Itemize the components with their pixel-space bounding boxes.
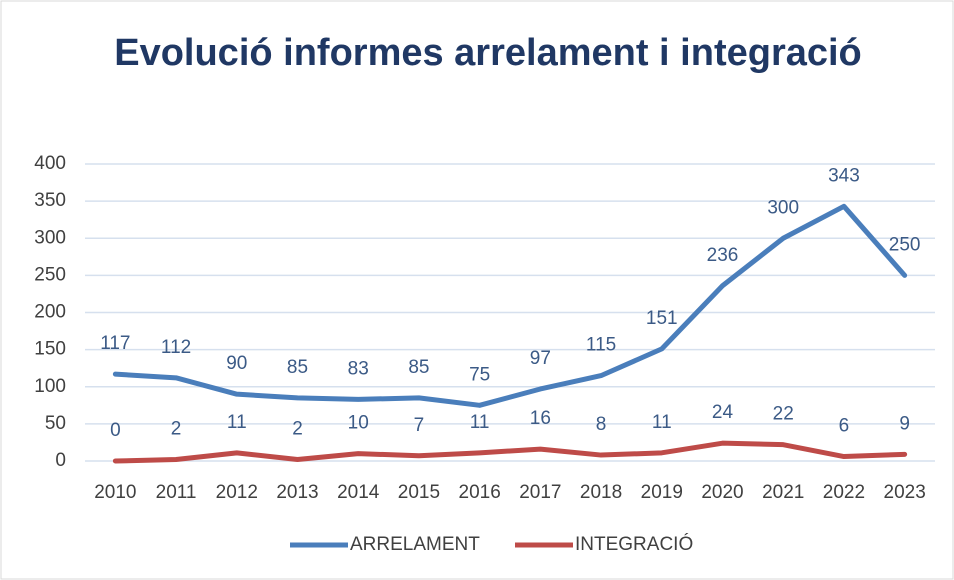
- data-label: 115: [586, 335, 616, 356]
- data-label: 2: [292, 419, 303, 440]
- y-tick-label: 0: [55, 450, 66, 471]
- x-tick-label: 2012: [216, 482, 258, 503]
- y-tick-label: 300: [34, 227, 66, 248]
- data-label: 2: [171, 419, 182, 440]
- legend-label: INTEGRACIÓ: [575, 533, 693, 555]
- x-tick-label: 2023: [884, 482, 926, 503]
- data-label: 6: [839, 416, 850, 437]
- data-label: 75: [469, 364, 490, 385]
- data-label: 83: [348, 358, 369, 379]
- data-label: 10: [348, 413, 369, 434]
- data-label: 11: [470, 412, 490, 433]
- data-label: 343: [828, 165, 860, 186]
- data-label: 0: [110, 420, 121, 441]
- x-tick-label: 2022: [823, 482, 865, 503]
- y-tick-label: 200: [34, 302, 66, 323]
- data-label: 250: [889, 234, 921, 255]
- data-label: 11: [652, 412, 672, 433]
- x-tick-label: 2010: [94, 482, 136, 503]
- data-label: 9: [899, 413, 910, 434]
- data-label: 24: [712, 402, 734, 423]
- data-label: 117: [100, 333, 130, 354]
- x-tick-label: 2020: [701, 482, 743, 503]
- data-label: 7: [414, 415, 425, 436]
- x-tick-label: 2014: [337, 482, 380, 503]
- x-tick-label: 2018: [580, 482, 622, 503]
- data-label: 300: [767, 197, 799, 218]
- y-tick-label: 100: [34, 376, 66, 397]
- data-label: 90: [226, 353, 247, 374]
- x-tick-label: 2011: [156, 482, 197, 503]
- x-tick-label: 2013: [276, 482, 318, 503]
- data-label: 8: [596, 414, 607, 435]
- y-tick-label: 50: [45, 413, 66, 434]
- data-label: 112: [161, 337, 191, 358]
- data-label: 85: [408, 357, 429, 378]
- x-tick-label: 2021: [762, 482, 804, 503]
- x-tick-label: 2017: [519, 482, 561, 503]
- y-tick-label: 350: [34, 190, 66, 211]
- series-line: [112, 440, 908, 464]
- data-label: 85: [287, 357, 308, 378]
- y-tick-label: 250: [34, 264, 66, 285]
- chart-title: Evolució informes arrelament i integraci…: [114, 32, 862, 74]
- data-label: 22: [773, 404, 794, 425]
- data-label: 236: [707, 245, 739, 266]
- data-label: 151: [646, 308, 678, 329]
- data-label: 97: [530, 348, 551, 369]
- legend-label: ARRELAMENT: [350, 534, 480, 555]
- data-label: 11: [227, 412, 247, 433]
- y-tick-label: 400: [34, 153, 66, 174]
- data-label: 16: [530, 408, 551, 429]
- series-line: [112, 203, 908, 408]
- x-tick-label: 2016: [459, 482, 501, 503]
- x-tick-label: 2019: [641, 482, 683, 503]
- x-tick-label: 2015: [398, 482, 440, 503]
- y-tick-label: 150: [34, 339, 66, 360]
